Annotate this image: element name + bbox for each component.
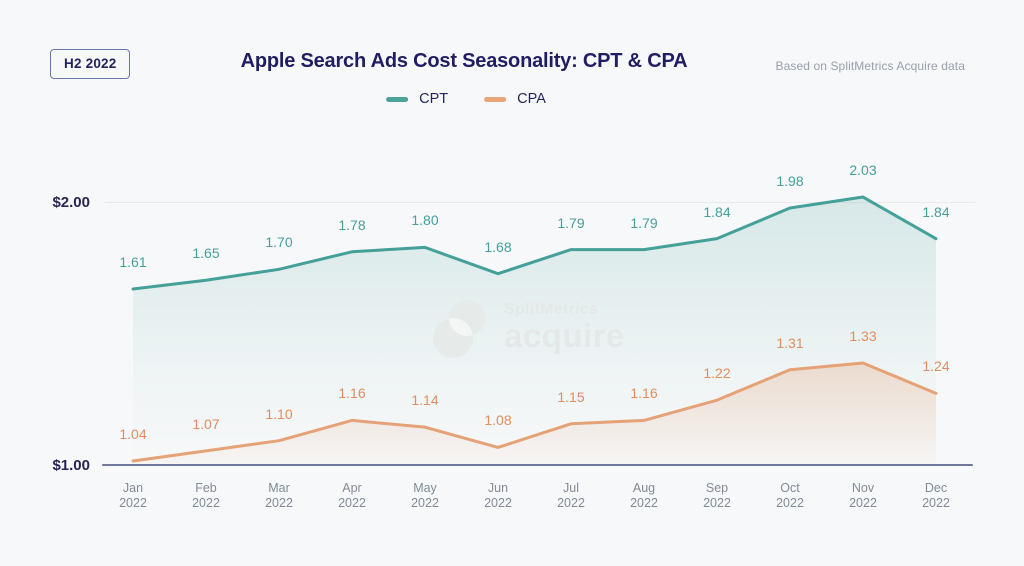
cpa-value-label-nov: 1.33 (849, 327, 877, 344)
x-axis-line (102, 464, 973, 466)
cpa-value-label-jul: 1.15 (557, 388, 585, 405)
x-axis-tick-dec: Dec 2022 (922, 481, 950, 510)
cpa-line (131, 361, 938, 463)
watermark: SplitMetrics acquire (504, 301, 625, 352)
cpt-value-label-nov: 2.03 (849, 162, 877, 179)
cpa-value-label-feb: 1.07 (192, 415, 220, 432)
period-badge[interactable]: H2 2022 (50, 49, 131, 79)
cpt-value-label-mar: 1.70 (265, 234, 293, 251)
cpt-value-label-aug: 1.79 (630, 214, 658, 231)
cpa-value-label-apr: 1.16 (338, 385, 366, 402)
cpt-value-label-jan: 1.61 (119, 254, 147, 270)
x-axis-tick-jul: Jul 2022 (557, 481, 585, 510)
x-axis-tick-aug: Aug 2022 (630, 481, 658, 510)
y-axis-tick-1-dollar: $1.00 (52, 457, 90, 474)
cpt-line (131, 195, 938, 291)
cpa-value-label-aug: 1.16 (630, 385, 658, 402)
cpa-series-swatch (484, 96, 507, 102)
legend-label-cpa: CPA (517, 91, 546, 107)
x-axis-tick-mar: Mar 2022 (265, 481, 293, 510)
x-axis-tick-sep: Sep 2022 (703, 481, 731, 510)
splitmetrics-logo-icon (433, 300, 485, 358)
cpt-value-label-oct: 1.98 (776, 172, 804, 189)
cpa-value-label-may: 1.14 (411, 392, 439, 409)
legend-label-cpt: CPT (419, 91, 449, 107)
cpt-value-label-may: 1.80 (411, 212, 439, 229)
cpa-value-label-jun: 1.08 (484, 412, 512, 429)
cpa-value-label-oct: 1.31 (776, 334, 804, 351)
y-axis-tick-2-dollar: $2.00 (52, 194, 90, 211)
cpt-value-label-feb: 1.65 (192, 245, 220, 262)
cpt-value-label-dec: 1.84 (922, 203, 950, 220)
x-axis-tick-jan: Jan 2022 (119, 481, 147, 510)
legend-item-cpt[interactable]: CPT (386, 91, 448, 107)
cpt-series-swatch (386, 96, 409, 102)
page-title: Apple Search Ads Cost Seasonality: CPT &… (240, 50, 688, 72)
x-axis-tick-may: May 2022 (411, 481, 439, 510)
cpa-value-label-jan: 1.04 (119, 425, 147, 442)
watermark-brand-text: SplitMetrics (504, 301, 599, 318)
gridline-two-dollar (105, 202, 975, 203)
legend-item-cpa[interactable]: CPA (484, 91, 546, 107)
cpt-value-label-jun: 1.68 (484, 238, 512, 255)
legend: CPT CPA (386, 91, 546, 107)
cpt-value-label-sep: 1.84 (703, 203, 731, 220)
x-axis-tick-nov: Nov 2022 (849, 481, 877, 510)
cpa-area-fill (133, 362, 936, 465)
x-axis-tick-feb: Feb 2022 (192, 481, 220, 510)
watermark-product-text: acquire (504, 317, 625, 354)
cpa-value-label-mar: 1.10 (265, 405, 293, 422)
x-axis-tick-apr: Apr 2022 (338, 481, 366, 510)
x-axis-tick-oct: Oct 2022 (776, 481, 804, 510)
x-axis-tick-jun: Jun 2022 (484, 481, 512, 510)
attribution-text: Based on SplitMetrics Acquire data (775, 59, 965, 73)
cpa-value-label-dec: 1.24 (922, 358, 950, 375)
cpt-value-label-jul: 1.79 (557, 214, 585, 231)
cpt-value-label-apr: 1.78 (338, 216, 366, 233)
cpa-value-label-sep: 1.22 (703, 365, 731, 382)
